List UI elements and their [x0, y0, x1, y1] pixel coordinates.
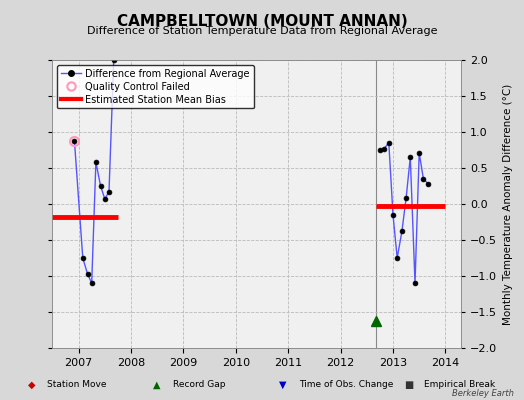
Text: CAMPBELLTOWN (MOUNT ANNAN): CAMPBELLTOWN (MOUNT ANNAN): [117, 14, 407, 29]
Text: Time of Obs. Change: Time of Obs. Change: [299, 380, 393, 389]
Text: Station Move: Station Move: [47, 380, 107, 389]
Text: Berkeley Earth: Berkeley Earth: [452, 389, 514, 398]
Legend: Difference from Regional Average, Quality Control Failed, Estimated Station Mean: Difference from Regional Average, Qualit…: [57, 65, 254, 108]
Text: ▲: ▲: [154, 380, 161, 390]
Text: ■: ■: [404, 380, 413, 390]
Text: ◆: ◆: [28, 380, 35, 390]
Text: Record Gap: Record Gap: [173, 380, 225, 389]
Text: Empirical Break: Empirical Break: [424, 380, 496, 389]
Text: Difference of Station Temperature Data from Regional Average: Difference of Station Temperature Data f…: [87, 26, 437, 36]
Y-axis label: Monthly Temperature Anomaly Difference (°C): Monthly Temperature Anomaly Difference (…: [503, 83, 513, 325]
Text: ▼: ▼: [279, 380, 287, 390]
